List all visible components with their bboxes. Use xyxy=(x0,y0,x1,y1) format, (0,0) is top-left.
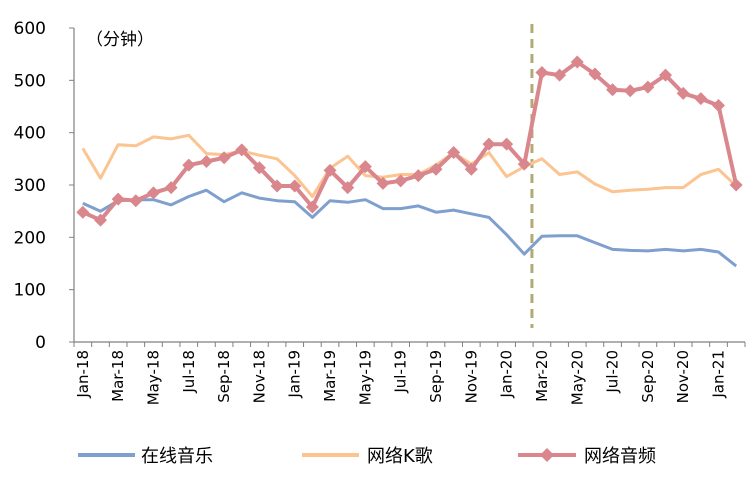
x-tick-label: May-20 xyxy=(568,350,586,405)
series-point-2 xyxy=(270,179,284,193)
series-point-2 xyxy=(447,146,461,160)
series-point-2 xyxy=(500,137,514,151)
series-point-2 xyxy=(659,68,673,82)
x-tick-label: Nov-20 xyxy=(674,350,692,403)
x-axis-ticks: Jan-18 Mar-18 May-18 Jul-18 Sep-18 Nov-18 Jan-… xyxy=(73,342,746,405)
series-point-2 xyxy=(712,98,726,112)
series-point-2 xyxy=(729,178,743,192)
series-point-2 xyxy=(676,86,690,100)
series-point-2 xyxy=(464,162,478,176)
series-point-2 xyxy=(235,143,249,157)
series-point-2 xyxy=(288,179,302,193)
y-tick-label: 500 xyxy=(14,71,46,91)
x-tick-label: Jan-19 xyxy=(286,350,304,399)
series-point-2 xyxy=(199,154,213,168)
x-tick-label: Sep-18 xyxy=(215,350,233,403)
legend-item-online-music: 在线音乐 xyxy=(78,446,213,467)
y-axis-ticks: 0 100 200 300 400 500 600 xyxy=(14,19,74,353)
y-tick-label: 0 xyxy=(35,333,46,353)
y-tick-label: 600 xyxy=(14,19,46,39)
series-point-2 xyxy=(76,205,90,219)
x-tick-label: Jan-18 xyxy=(74,350,92,399)
series-point-2 xyxy=(146,186,160,200)
y-tick-label: 400 xyxy=(14,124,46,144)
legend: 在线音乐 网络K歌 网络音频 xyxy=(78,446,656,467)
series-point-2 xyxy=(570,55,584,69)
series-point-2 xyxy=(252,161,266,175)
x-tick-label: Jul-19 xyxy=(392,350,410,394)
series-point-2 xyxy=(305,200,319,214)
series-line-0 xyxy=(82,188,738,268)
series-point-2 xyxy=(553,68,567,82)
series-point-2 xyxy=(129,194,143,208)
legend-item-audio: 网络音频 xyxy=(518,446,656,467)
x-tick-label: Mar-18 xyxy=(109,350,127,402)
series-point-2 xyxy=(217,151,231,165)
x-tick-label: Nov-19 xyxy=(462,350,480,403)
x-tick-label: Mar-20 xyxy=(533,350,551,402)
series-point-2 xyxy=(588,67,602,81)
x-tick-label: May-18 xyxy=(144,350,162,405)
x-tick-label: May-19 xyxy=(356,350,374,405)
legend-label-karaoke: 网络K歌 xyxy=(367,446,433,467)
legend-marker-audio xyxy=(540,448,554,462)
y-tick-label: 200 xyxy=(14,228,46,248)
series-point-2 xyxy=(111,192,125,206)
legend-label-audio: 网络音频 xyxy=(584,446,656,467)
series-point-2 xyxy=(376,176,390,190)
series-point-2 xyxy=(182,158,196,172)
legend-item-karaoke: 网络K歌 xyxy=(302,446,433,467)
series-markers xyxy=(76,55,743,227)
series-line-1 xyxy=(81,133,738,198)
series-line-2 xyxy=(81,60,739,223)
x-tick-label: Jul-18 xyxy=(180,350,198,394)
series-point-2 xyxy=(358,160,372,174)
series-point-2 xyxy=(323,163,337,177)
x-tick-label: Jan-20 xyxy=(498,350,516,399)
x-tick-label: Jan-21 xyxy=(710,350,728,399)
series-point-2 xyxy=(623,84,637,98)
series-point-2 xyxy=(694,92,708,106)
x-tick-label: Nov-18 xyxy=(250,350,268,403)
series-point-2 xyxy=(641,80,655,94)
series-lines xyxy=(81,60,739,268)
series-point-2 xyxy=(341,181,355,195)
series-point-2 xyxy=(535,65,549,79)
x-tick-label: Sep-19 xyxy=(427,350,445,403)
x-tick-label: Sep-20 xyxy=(639,350,657,403)
series-point-2 xyxy=(164,181,178,195)
y-unit-label: （分钟） xyxy=(86,30,154,50)
series-point-2 xyxy=(517,157,531,171)
series-point-2 xyxy=(606,83,620,97)
series-point-2 xyxy=(93,213,107,227)
series-point-2 xyxy=(482,137,496,151)
series-point-2 xyxy=(429,162,443,176)
y-tick-label: 300 xyxy=(14,176,46,196)
legend-label-online-music: 在线音乐 xyxy=(141,446,213,467)
series-point-2 xyxy=(394,174,408,188)
x-tick-label: Mar-19 xyxy=(321,350,339,402)
x-tick-label: Jul-20 xyxy=(604,350,622,394)
y-tick-label: 100 xyxy=(14,281,46,301)
series-point-2 xyxy=(411,169,425,183)
